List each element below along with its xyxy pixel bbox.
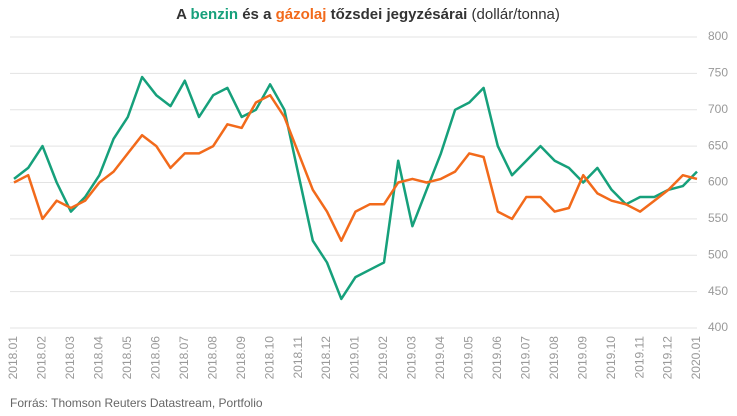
x-tick-label: 2018.05 xyxy=(120,336,134,380)
y-tick-label: 400 xyxy=(708,320,728,334)
y-tick-label: 600 xyxy=(708,175,728,189)
y-tick-label: 500 xyxy=(708,247,728,261)
x-tick-label: 2019.11 xyxy=(632,336,646,379)
source: Forrás: Thomson Reuters Datastream, Port… xyxy=(10,396,263,410)
x-tick-label: 2018.03 xyxy=(63,336,77,380)
title-part: A xyxy=(176,6,190,23)
x-tick-label: 2019.06 xyxy=(490,336,504,380)
y-tick-label: 450 xyxy=(708,284,728,298)
x-tick-label: 2019.03 xyxy=(405,336,419,380)
x-tick-label: 2019.04 xyxy=(433,336,447,380)
x-tick-label: 2018.12 xyxy=(319,336,333,380)
x-tick-label: 2018.06 xyxy=(148,336,162,380)
line-series xyxy=(13,93,698,242)
x-tick-label: 2018.04 xyxy=(92,336,106,380)
title-part: benzin xyxy=(191,6,239,23)
x-tick-label: 2019.10 xyxy=(604,336,618,380)
x-tick-label: 2020.01 xyxy=(689,336,703,380)
y-tick-label: 700 xyxy=(708,102,728,116)
y-tick-label: 550 xyxy=(708,211,728,225)
x-tick-label: 2018.01 xyxy=(6,336,20,380)
title-part: (dollár/tonna) xyxy=(467,6,560,23)
x-tick-label: 2019.07 xyxy=(518,336,532,380)
x-tick-label: 2019.05 xyxy=(462,336,476,380)
line-series xyxy=(13,75,698,301)
x-tick-label: 2018.02 xyxy=(35,336,49,380)
chart-title: A benzin és a gázolaj tőzsdei jegyzésára… xyxy=(176,6,560,23)
title-part: és a xyxy=(238,6,276,23)
x-tick-label: 2018.08 xyxy=(205,336,219,380)
x-tick-label: 2019.09 xyxy=(575,336,589,380)
x-tick-label: 2019.01 xyxy=(348,336,362,380)
x-tick-label: 2018.10 xyxy=(262,336,276,380)
x-tick-label: 2018.11 xyxy=(291,336,305,379)
x-tick-label: 2019.02 xyxy=(376,336,390,380)
x-tick-label: 2019.08 xyxy=(547,336,561,380)
y-tick-label: 800 xyxy=(708,29,728,43)
title-part: tőzsdei jegyzésárai xyxy=(326,6,467,23)
x-tick-label: 2018.07 xyxy=(177,336,191,380)
x-tick-label: 2019.12 xyxy=(661,336,675,380)
title-part: gázolaj xyxy=(276,6,327,23)
y-tick-label: 650 xyxy=(708,138,728,152)
y-tick-label: 750 xyxy=(708,66,728,80)
x-tick-label: 2018.09 xyxy=(234,336,248,380)
